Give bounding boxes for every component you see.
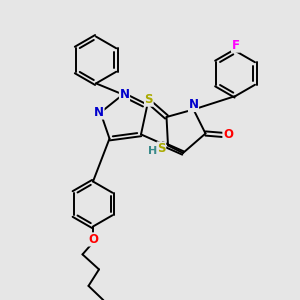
Text: F: F — [232, 39, 239, 52]
Text: H: H — [148, 146, 158, 156]
Text: N: N — [119, 88, 130, 101]
Text: S: S — [157, 142, 166, 155]
Text: S: S — [145, 93, 153, 106]
Text: O: O — [223, 128, 233, 142]
Text: O: O — [88, 233, 98, 246]
Text: N: N — [188, 98, 199, 112]
Text: N: N — [94, 106, 104, 119]
